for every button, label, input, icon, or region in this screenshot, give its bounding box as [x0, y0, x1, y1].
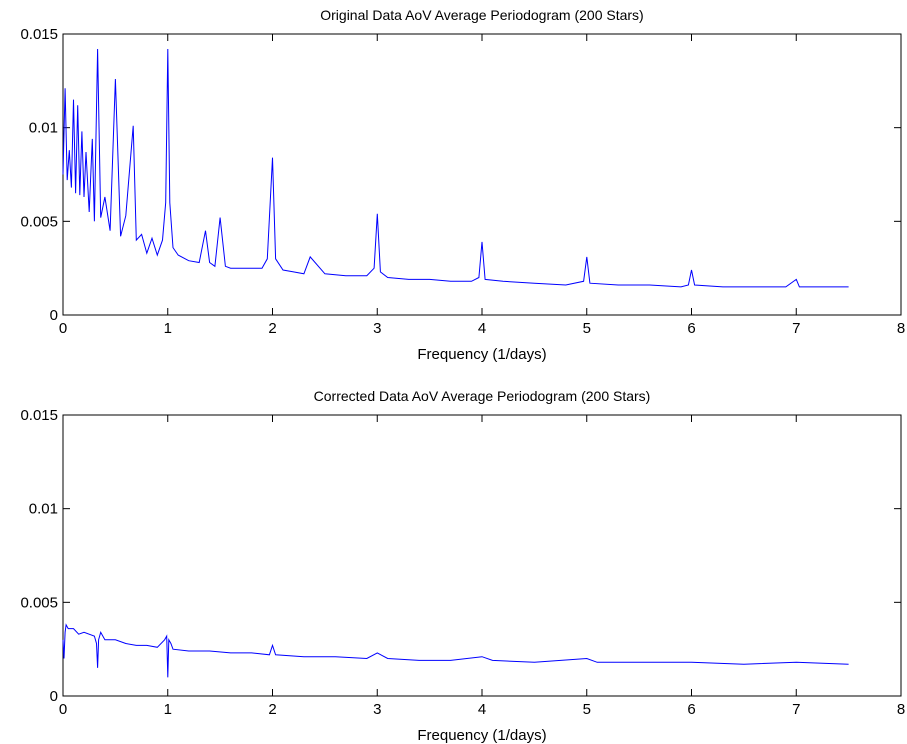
x-tick-label: 5: [583, 701, 591, 718]
y-tick-label: 0.005: [20, 213, 58, 230]
x-tick-label: 3: [373, 701, 381, 718]
x-tick-label: 8: [897, 701, 905, 718]
series: [62, 48, 849, 288]
x-tick-label: 4: [478, 320, 486, 337]
x-tick-label: 6: [687, 701, 695, 718]
x-tick-label: 7: [792, 701, 800, 718]
y-tick-label: 0.015: [20, 26, 58, 43]
x-tick-label: 2: [268, 320, 276, 337]
x-axis-label: Frequency (1/days): [417, 727, 546, 744]
y-tick-label: 0.01: [29, 120, 58, 137]
x-tick-label: 0: [59, 320, 67, 337]
y-tick-label: 0.015: [20, 407, 58, 424]
plot-corrected: Corrected Data AoV Average Periodogram (…: [20, 388, 905, 744]
series-line: [62, 623, 849, 678]
x-axis-label: Frequency (1/days): [417, 346, 546, 363]
y-tick-label: 0: [50, 307, 58, 324]
x-tick-label: 6: [687, 320, 695, 337]
ticks: 0 1 2 3 4 5 6 7 8 0 0.005 0.01 0.015: [20, 407, 905, 718]
x-tick-label: 4: [478, 701, 486, 718]
y-tick-label: 0.01: [29, 501, 58, 518]
chart-title: Original Data AoV Average Periodogram (2…: [320, 7, 643, 23]
x-tick-label: 5: [583, 320, 591, 337]
x-tick-label: 7: [792, 320, 800, 337]
x-tick-label: 0: [59, 701, 67, 718]
ticks: 0 1 2 3 4 5 6 7 8 0 0.005 0.01 0.015: [20, 26, 905, 337]
x-tick-label: 1: [164, 701, 172, 718]
x-tick-label: 3: [373, 320, 381, 337]
series: [62, 623, 849, 678]
chart-title: Corrected Data AoV Average Periodogram (…: [314, 388, 651, 404]
series-line: [62, 48, 849, 288]
axes-frame: [62, 414, 902, 697]
y-tick-label: 0: [50, 688, 58, 705]
plot-original: Original Data AoV Average Periodogram (2…: [20, 7, 905, 363]
axes-frame: [62, 33, 902, 316]
x-tick-label: 1: [164, 320, 172, 337]
y-tick-label: 0.005: [20, 594, 58, 611]
x-tick-label: 2: [268, 701, 276, 718]
x-tick-label: 8: [897, 320, 905, 337]
